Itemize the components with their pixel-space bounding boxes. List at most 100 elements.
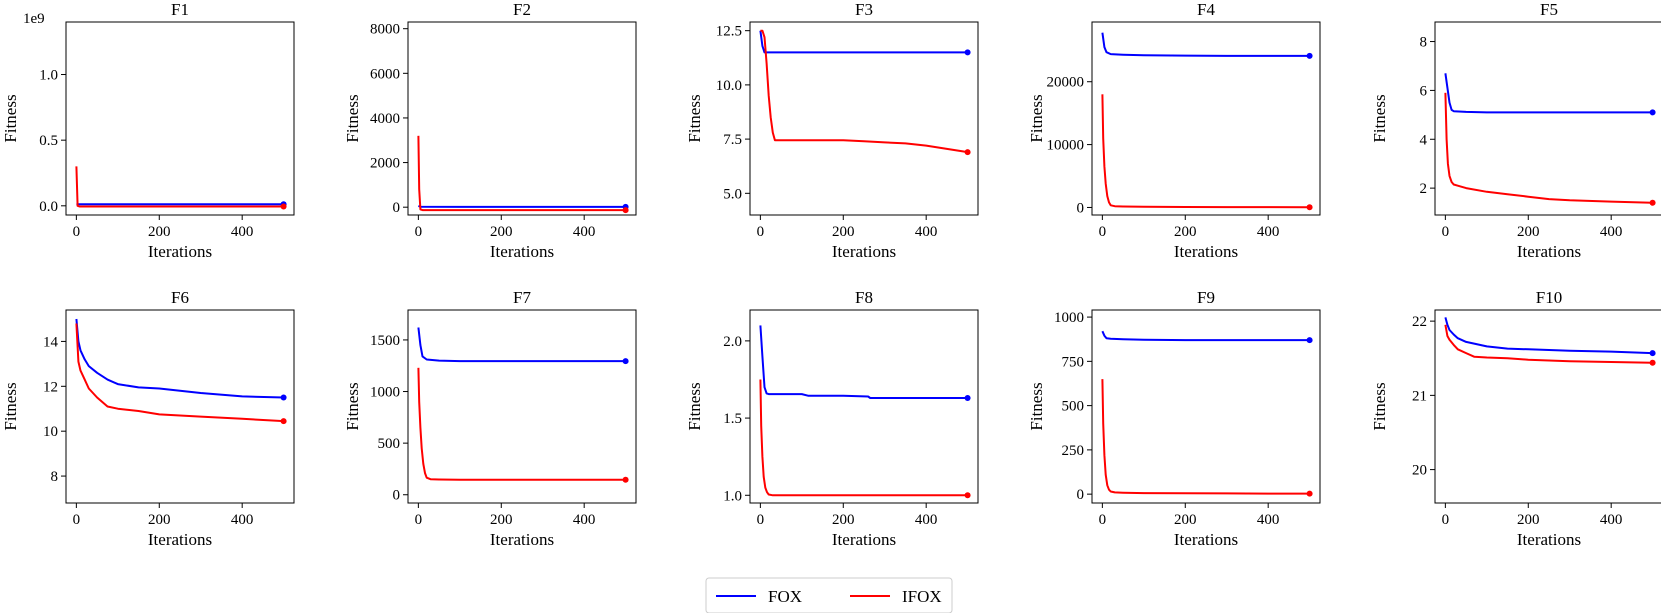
- axes-frame: [65, 309, 295, 504]
- legend-label-fox: FOX: [768, 587, 802, 606]
- axes-frame: [1091, 309, 1321, 504]
- series-line-ifox: [759, 379, 968, 497]
- chart-panel: 0 200 400 0 10000 20000 F4 Iterations Fitness: [1027, 0, 1321, 261]
- axes-frame: [1434, 21, 1661, 216]
- x-tick-label: 0: [757, 512, 765, 528]
- y-tick-label: 0: [1077, 487, 1085, 503]
- y-tick-label: 2000: [370, 156, 400, 172]
- y-tick-label: 1000: [1054, 310, 1084, 326]
- series-line-ifox: [1444, 92, 1653, 204]
- x-axis-label: Iterations: [1174, 530, 1238, 549]
- axes-frame: [749, 21, 979, 216]
- y-tick-label: 8: [1420, 35, 1428, 51]
- series-end-marker-ifox: [1306, 490, 1313, 497]
- series-line-ifox: [1101, 94, 1310, 209]
- series-end-marker-fox: [1306, 52, 1313, 59]
- series-end-marker-fox: [1306, 337, 1313, 344]
- y-tick-label: 4000: [370, 111, 400, 127]
- y-tick-label: 1.5: [723, 411, 742, 427]
- series-end-marker-ifox: [1306, 204, 1313, 211]
- y-tick-label: 6: [1420, 83, 1428, 99]
- legend-label-ifox: IFOX: [902, 587, 942, 606]
- chart-panel: 0 200 400 0 250 500 750 1000 F9 Iterations Fitness: [1027, 288, 1321, 549]
- x-tick-label: 200: [1517, 512, 1540, 528]
- chart-title: F8: [855, 288, 873, 307]
- x-tick-label: 200: [148, 224, 171, 240]
- x-tick-label: 0: [1099, 512, 1107, 528]
- chart-title: F6: [171, 288, 189, 307]
- y-axis-label: Fitness: [1370, 382, 1389, 430]
- series-end-marker-ifox: [622, 476, 629, 483]
- x-tick-label: 200: [1174, 224, 1197, 240]
- x-tick-label: 0: [73, 512, 81, 528]
- y-tick-label: 10000: [1047, 138, 1085, 154]
- series-end-marker-fox: [280, 394, 287, 401]
- y-tick-label: 0: [1077, 200, 1085, 216]
- series-end-marker-ifox: [1649, 359, 1656, 366]
- y-tick-label: 4: [1420, 132, 1428, 148]
- series-line-fox: [1101, 32, 1310, 57]
- y-axis-label: Fitness: [343, 382, 362, 430]
- y-tick-label: 1.0: [39, 68, 58, 84]
- y-tick-label: 500: [1062, 399, 1085, 415]
- y-tick-label: 20: [1412, 463, 1427, 479]
- chart-panel: 0 200 400 0 500 1000 1500 F7 Iterations Fitness: [343, 288, 637, 549]
- y-offset-label: 1e9: [23, 11, 45, 27]
- x-axis-label: Iterations: [490, 530, 554, 549]
- series-end-marker-fox: [622, 358, 629, 365]
- series-end-marker-fox: [1649, 109, 1656, 116]
- series-line-ifox: [417, 135, 626, 212]
- y-tick-label: 6000: [370, 66, 400, 82]
- x-tick-label: 0: [757, 224, 765, 240]
- x-tick-label: 0: [1442, 512, 1450, 528]
- y-tick-label: 0.0: [39, 199, 58, 215]
- y-tick-label: 1500: [370, 333, 400, 349]
- y-tick-label: 10.0: [716, 78, 742, 94]
- x-tick-label: 400: [1600, 224, 1623, 240]
- x-tick-label: 200: [832, 224, 855, 240]
- x-axis-label: Iterations: [490, 242, 554, 261]
- series-end-marker-ifox: [280, 418, 287, 425]
- y-axis-label: Fitness: [1, 94, 20, 142]
- x-tick-label: 200: [1517, 224, 1540, 240]
- y-tick-label: 0: [393, 488, 401, 504]
- series-line-fox: [759, 325, 968, 399]
- y-axis-label: Fitness: [1370, 94, 1389, 142]
- y-tick-label: 8: [51, 469, 59, 485]
- series-end-marker-ifox: [964, 492, 971, 499]
- y-axis-label: Fitness: [685, 94, 704, 142]
- chart-title: F5: [1540, 0, 1558, 19]
- chart-panel: 0 200 400 0.0 0.5 1.0 F1 Iterations Fitness 1e9: [1, 0, 295, 261]
- y-axis-label: Fitness: [1, 382, 20, 430]
- x-tick-label: 0: [1099, 224, 1107, 240]
- x-axis-label: Iterations: [832, 530, 896, 549]
- x-tick-label: 200: [490, 512, 513, 528]
- y-tick-label: 8000: [370, 22, 400, 38]
- x-tick-label: 200: [1174, 512, 1197, 528]
- y-tick-label: 10: [43, 424, 58, 440]
- legend-frame: [705, 577, 953, 613]
- x-tick-label: 400: [915, 224, 938, 240]
- y-tick-label: 500: [378, 436, 401, 452]
- chart-panel: 0 200 400 2 4 6 8 F5 Iterations Fitness: [1370, 0, 1661, 261]
- chart-title: F10: [1536, 288, 1562, 307]
- y-tick-label: 1000: [370, 385, 400, 401]
- series-end-marker-ifox: [280, 203, 287, 210]
- chart-title: F4: [1197, 0, 1215, 19]
- series-line-ifox: [760, 29, 968, 154]
- x-axis-label: Iterations: [148, 530, 212, 549]
- y-tick-label: 2: [1420, 181, 1428, 197]
- x-axis-label: Iterations: [832, 242, 896, 261]
- axes-frame: [749, 309, 979, 504]
- series-line-ifox: [75, 166, 284, 208]
- y-axis-label: Fitness: [1027, 382, 1046, 430]
- y-tick-label: 750: [1062, 354, 1085, 370]
- series-end-marker-fox: [964, 395, 971, 401]
- chart-panel: 0 200 400 1.0 1.5 2.0 F8 Iterations Fitness: [685, 288, 979, 549]
- chart-panel: 0 200 400 5.0 7.5 10.0 12.5 F3 Iterations Fitness: [685, 0, 979, 261]
- x-tick-label: 400: [1600, 512, 1623, 528]
- chart-title: F7: [513, 288, 531, 307]
- y-tick-label: 0: [393, 200, 401, 216]
